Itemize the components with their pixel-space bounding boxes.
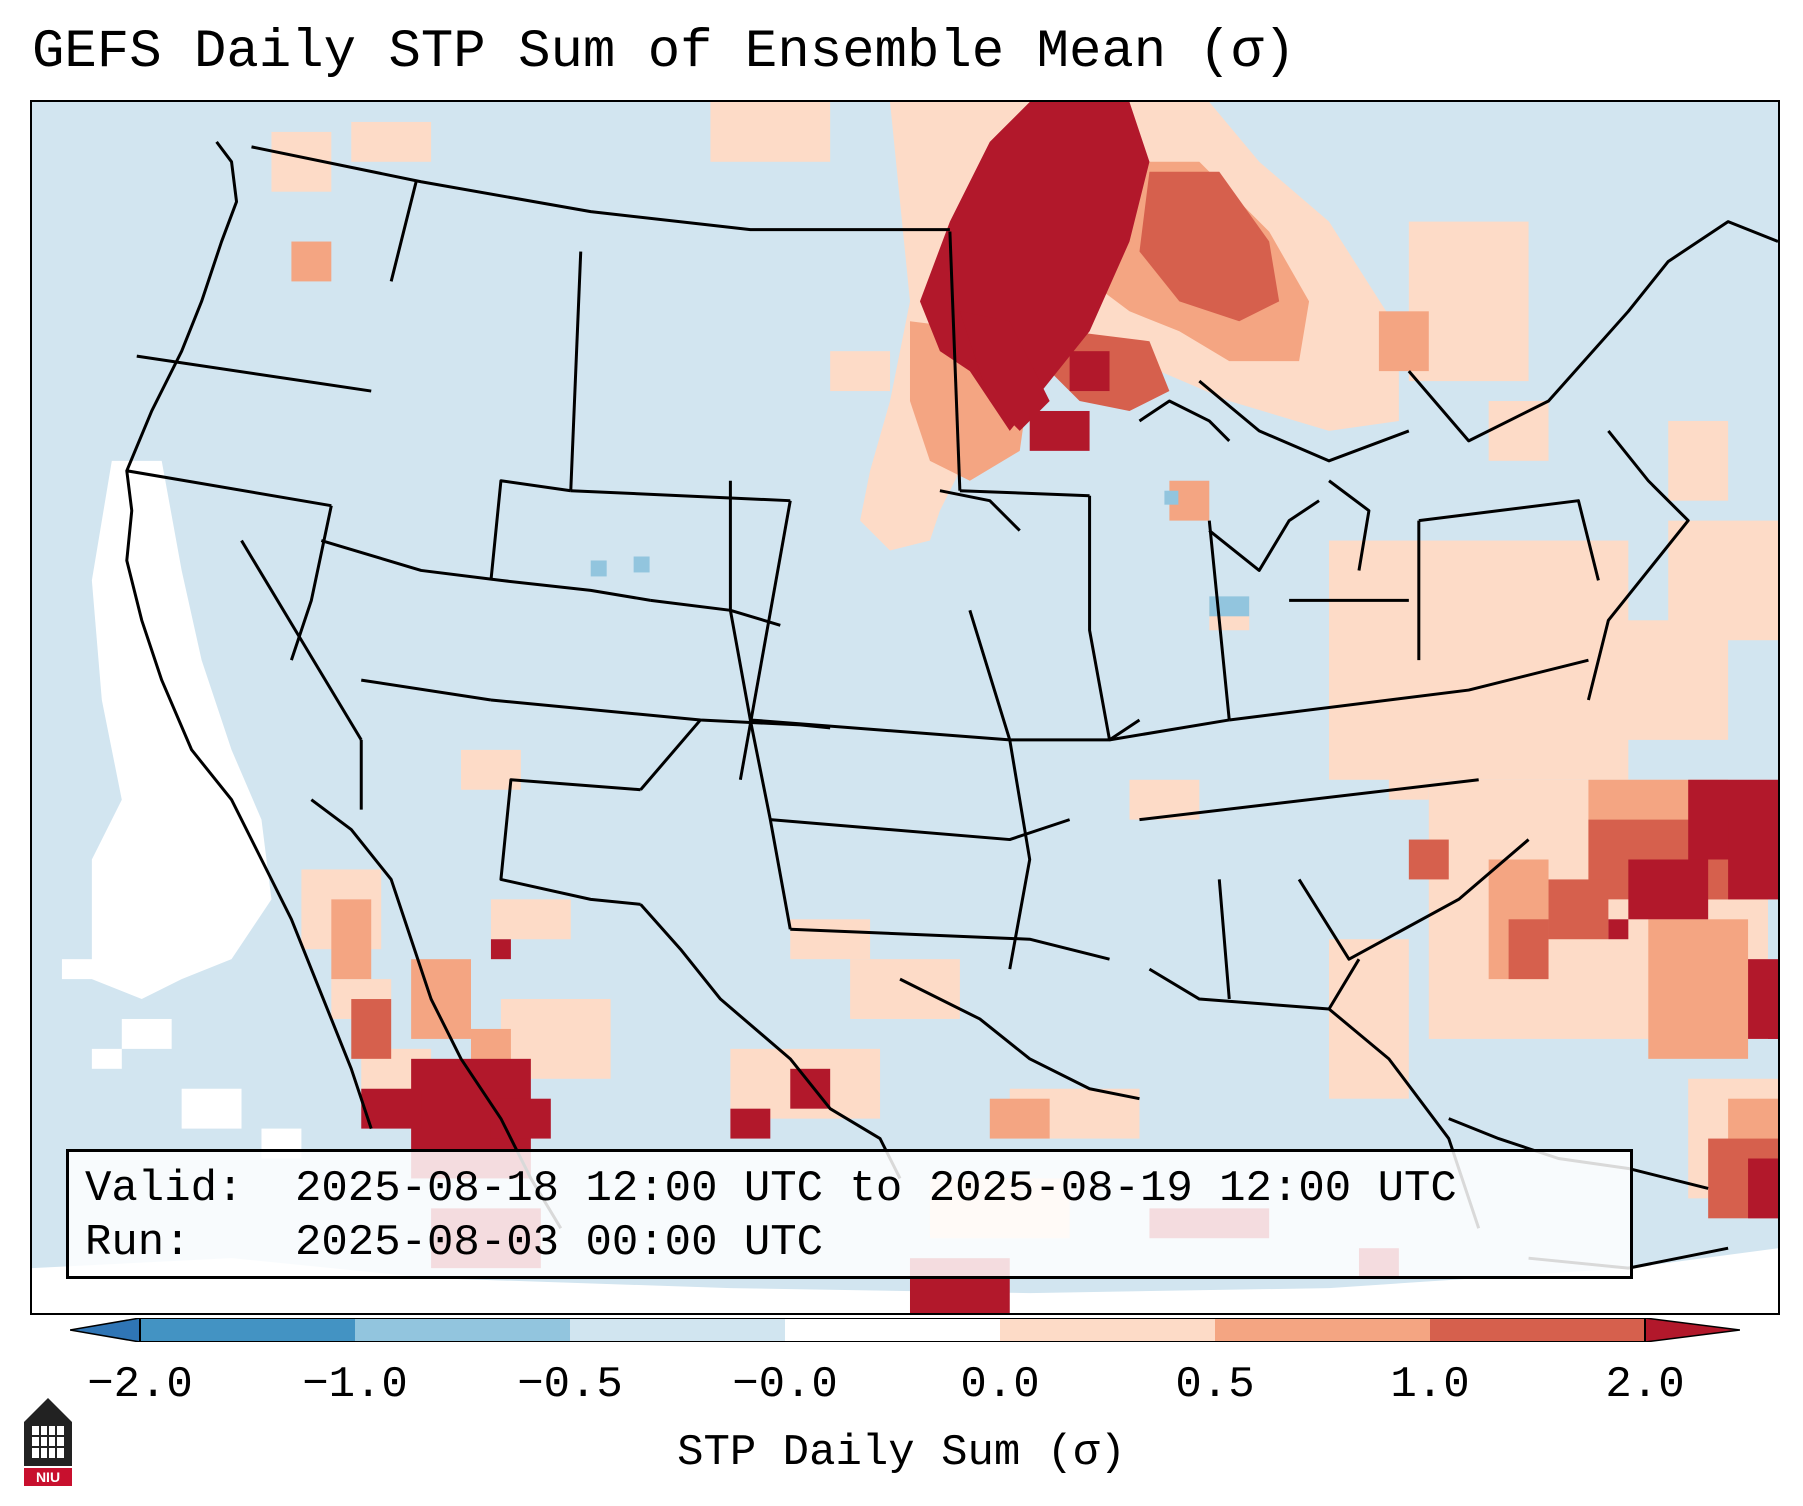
map-panel[interactable] <box>30 100 1780 1315</box>
colorbar-seg-2 <box>355 1318 570 1342</box>
colorbar-tick: 0.0 <box>960 1360 1040 1410</box>
logo-text: NIU <box>36 1469 60 1485</box>
colorbar-extend-low <box>70 1318 141 1342</box>
colorbar-tick: 2.0 <box>1605 1360 1685 1410</box>
borders <box>125 140 1778 1270</box>
colorbar-ticks: −2.0 −1.0 −0.5 −0.0 0.0 0.5 1.0 2.0 <box>0 1360 1803 1420</box>
colorbar-seg-7 <box>1430 1318 1645 1342</box>
valid-run-box: Valid: 2025-08-18 12:00 UTC to 2025-08-19… <box>66 1149 1633 1279</box>
colorbar-tick: −0.0 <box>732 1360 838 1410</box>
positive-stp-cells <box>271 102 1778 1313</box>
colorbar-tick: −1.0 <box>302 1360 408 1410</box>
colorbar-tick: 1.0 <box>1390 1360 1470 1410</box>
colorbar-seg-3 <box>570 1318 785 1342</box>
colorbar-seg-4 <box>785 1318 1000 1342</box>
colorbar-tick: −0.5 <box>517 1360 623 1410</box>
run-label: Run: <box>85 1218 191 1268</box>
valid-label: Valid: <box>85 1164 244 1214</box>
colorbar-tick: 0.5 <box>1175 1360 1255 1410</box>
page-title: GEFS Daily STP Sum of Ensemble Mean (σ) <box>32 22 1296 83</box>
colorbar-seg-1 <box>140 1318 355 1342</box>
colorbar-label: STP Daily Sum (σ) <box>677 1428 1126 1478</box>
colorbar <box>70 1318 1740 1342</box>
map-canvas <box>32 102 1778 1313</box>
run-value: 2025-08-03 00:00 UTC <box>295 1218 824 1268</box>
colorbar-seg-6 <box>1215 1318 1430 1342</box>
colorbar-seg-5 <box>1000 1318 1215 1342</box>
niu-logo: NIU <box>24 1398 72 1486</box>
colorbar-tick: −2.0 <box>87 1360 193 1410</box>
colorbar-extend-high <box>1644 1318 1740 1342</box>
valid-value: 2025-08-18 12:00 UTC to 2025-08-19 12:00… <box>295 1164 1457 1214</box>
